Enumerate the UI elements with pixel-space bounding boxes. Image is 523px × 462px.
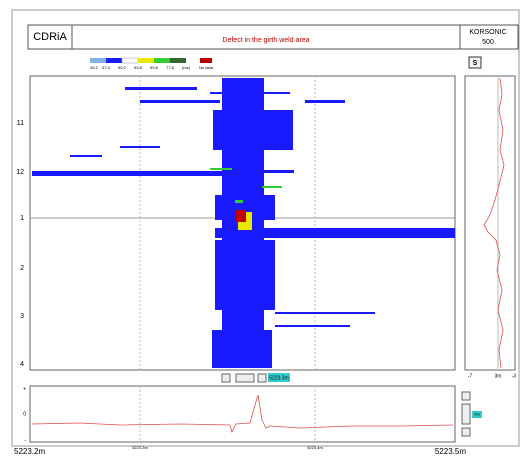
scan-green <box>262 186 282 188</box>
legend-nodata: No data <box>199 65 214 70</box>
clock-label: 1 <box>20 215 24 222</box>
scan-streak <box>125 87 197 90</box>
scan-streak <box>32 171 232 176</box>
scan-streak <box>275 325 350 327</box>
swatch <box>122 58 138 63</box>
swatch <box>106 58 122 63</box>
scan-streak <box>120 146 160 148</box>
distance-label: 5223.5m <box>435 447 466 456</box>
scan-red <box>236 210 246 222</box>
distance-label: 5223.3m <box>132 445 148 450</box>
scroll-right[interactable] <box>258 374 266 382</box>
distance-label: 5223.4m <box>307 445 323 450</box>
logo: CDRiA <box>33 31 67 43</box>
legend-label: 63.8 <box>134 65 143 70</box>
clock-label: 3 <box>20 313 24 320</box>
swatch <box>200 58 212 63</box>
scroll-left[interactable] <box>222 374 230 382</box>
scan-green <box>235 200 243 203</box>
clock-label: 4 <box>20 361 24 368</box>
scan-streak <box>275 312 375 314</box>
amplitude-plot <box>30 386 455 442</box>
side-scroll[interactable] <box>462 404 470 424</box>
clock-label: 2 <box>20 265 24 272</box>
position-label: 5223.3m <box>269 375 288 381</box>
side-button-label: 5m <box>474 412 480 417</box>
legend-label: 60.2 <box>118 65 127 70</box>
scan-green <box>210 168 232 170</box>
model: 500 <box>482 39 494 46</box>
side-axis-label: -7 <box>468 373 473 379</box>
scan-streak <box>140 100 220 103</box>
amplitude-axis-label: 0 <box>23 411 26 417</box>
brand: KORSONIC <box>469 29 506 36</box>
swatch <box>90 58 106 63</box>
side-plot <box>465 76 515 370</box>
s-button-label: S <box>473 60 478 67</box>
scan-streak <box>210 92 290 94</box>
legend-label: 69.8 <box>150 65 159 70</box>
legend-label: 57.4 <box>102 65 111 70</box>
title: Defect in the girth weld area <box>222 37 309 44</box>
app-window: CDRiA Defect in the girth weld area KORS… <box>0 0 523 457</box>
distance-label: 5223.2m <box>14 447 45 456</box>
scroll-thumb[interactable] <box>236 374 254 382</box>
swatch <box>154 58 170 63</box>
scan-streak <box>212 330 272 368</box>
clock-label: 11 <box>17 120 24 127</box>
side-axis-label: -3 <box>512 373 517 379</box>
clock-label: 12 <box>16 169 24 176</box>
swatch <box>138 58 154 63</box>
scan-streak <box>213 110 293 150</box>
amplitude-axis-label: + <box>23 386 26 392</box>
swatch <box>170 58 186 63</box>
side-scroll[interactable] <box>462 428 470 436</box>
side-axis-label: 3m <box>495 373 502 379</box>
scan-streak <box>264 170 294 173</box>
legend-label: 77.8 <box>166 65 175 70</box>
side-scroll[interactable] <box>462 392 470 400</box>
legend-label: 36.2 <box>90 65 99 70</box>
scan-streak <box>70 155 102 157</box>
legend-unit: (ms) <box>182 65 191 70</box>
scan-streak <box>305 100 345 103</box>
scan-streak <box>215 240 275 310</box>
